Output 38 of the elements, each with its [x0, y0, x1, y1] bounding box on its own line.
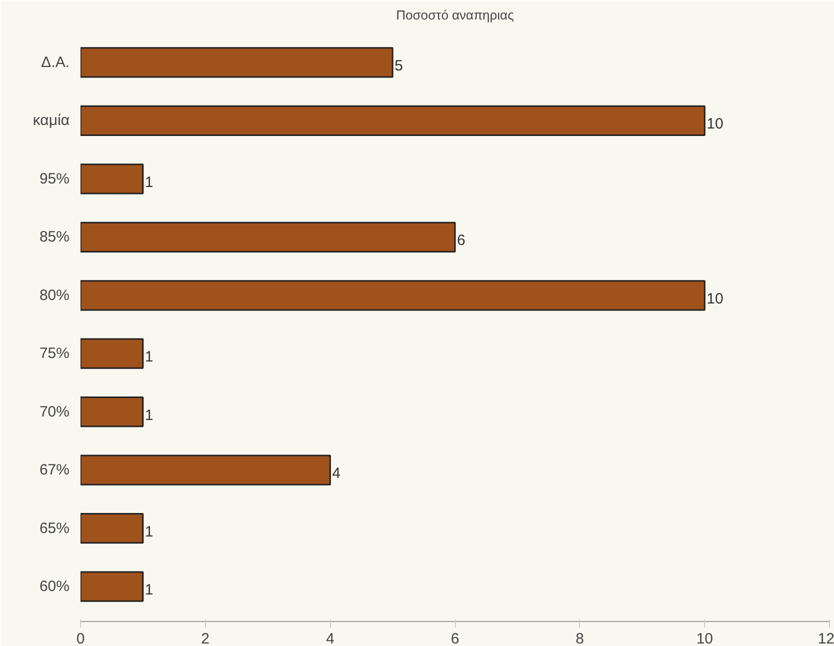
x-tick-label: 10 [696, 630, 714, 646]
bar [80, 338, 144, 369]
bar [80, 47, 394, 78]
x-tick-label: 6 [450, 630, 460, 646]
bar [80, 164, 144, 194]
y-tick-label: 65% [39, 520, 70, 537]
y-tick-label: Δ.Α. [41, 54, 70, 71]
bar [80, 396, 144, 428]
data-label: 1 [144, 582, 154, 599]
bar [80, 105, 706, 136]
x-tick-label: 8 [576, 630, 584, 646]
bar [80, 454, 331, 486]
bar [80, 571, 144, 602]
bar [80, 513, 144, 544]
data-label: 1 [144, 523, 154, 540]
y-tick-label: καμία [32, 112, 70, 130]
data-label: 4 [332, 465, 341, 482]
bar [80, 222, 456, 252]
x-tick-label: 4 [326, 630, 334, 646]
data-label: 1 [144, 174, 154, 191]
y-tick-label: 85% [39, 228, 70, 246]
chart-title: Ποσοστό αναπηριας [396, 8, 514, 22]
data-label: 1 [144, 406, 154, 424]
x-tick-label: 12 [818, 630, 834, 646]
y-tick-label: 75% [39, 345, 70, 362]
y-tick-label: 60% [39, 578, 70, 596]
x-tick-label: 2 [201, 630, 210, 646]
bar [80, 280, 706, 311]
y-tick-label: 70% [39, 403, 70, 420]
y-tick-label: 95% [39, 170, 70, 188]
data-label: 10 [706, 290, 724, 308]
data-label: 1 [144, 348, 154, 366]
data-label: 5 [394, 57, 403, 74]
y-tick-label: 67% [39, 462, 70, 479]
x-tick-label: 0 [76, 630, 85, 646]
data-label: 6 [457, 232, 466, 250]
data-label: 10 [706, 116, 724, 133]
y-tick-label: 80% [39, 286, 70, 304]
